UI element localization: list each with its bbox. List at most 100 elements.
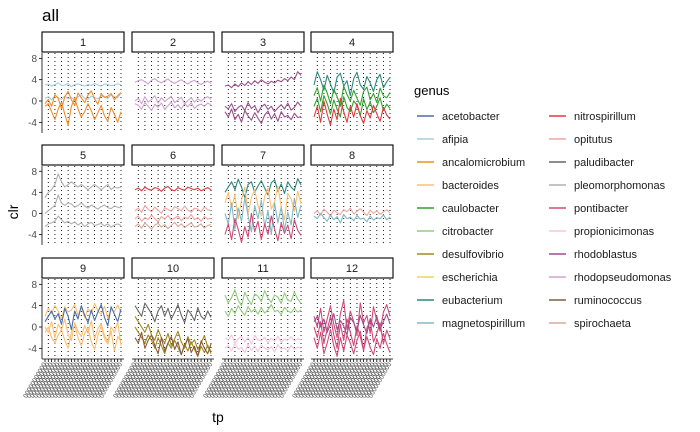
legend-title: genus — [414, 83, 450, 98]
y-tick-label: 0 — [31, 97, 37, 108]
legend-item-citrobacter: citrobacter — [417, 226, 494, 238]
legend-label: spirochaeta — [574, 318, 632, 330]
series-line-rhodoblastus — [224, 71, 302, 89]
legend-label: caulobacter — [442, 203, 499, 215]
chart-title: all — [42, 6, 59, 25]
y-axis-title: clr — [5, 204, 21, 219]
y-tick-label: -4 — [28, 230, 37, 241]
series-line-bacteroides — [44, 318, 122, 346]
series-line-bacteroides — [44, 302, 122, 320]
legend-item-rhodoblastus: rhodoblastus — [549, 249, 637, 261]
y-tick-label: 0 — [31, 209, 37, 220]
facet-strip-label: 11 — [257, 263, 268, 275]
legend-label: afipia — [442, 134, 469, 146]
facet-panel-1: 1 -4 0 4 8 — [28, 31, 125, 133]
series-line-rhodopseudomonas — [134, 95, 212, 105]
y-tick-label: 4 — [31, 75, 37, 86]
series-line-rhodopseudomonas — [134, 101, 212, 112]
legend-item-acetobacter: acetobacter — [417, 111, 500, 123]
x-axis-title: tp — [212, 409, 224, 425]
legend-item-magnetospirillum: magnetospirillum — [417, 318, 525, 330]
legend-item-pontibacter: pontibacter — [549, 203, 629, 215]
series-line-citrobacter — [224, 304, 302, 317]
y-tick-label: 8 — [31, 54, 37, 65]
facet-panel-12: 1200000000000000000000000000000000000000… — [291, 257, 394, 399]
legend-label: eubacterium — [442, 295, 503, 307]
facet-panel-7: 7 — [221, 144, 305, 245]
series-line-spirochaeta — [134, 221, 212, 230]
facet-panel-6: 6 — [131, 144, 215, 245]
facet-strip-label: 7 — [260, 150, 266, 162]
series-line-ancalomicrobium — [44, 90, 122, 110]
series-line-nitrospirillum — [313, 97, 391, 126]
series-line-propionicimonas — [224, 334, 302, 345]
facet-panel-10: 1000000000000000000000000000000000000000… — [112, 257, 215, 399]
series-line-opitutus — [134, 213, 212, 223]
facet-strip-label: 2 — [170, 37, 176, 49]
facet-strip-1 — [41, 31, 125, 53]
legend-label: rhodoblastus — [574, 249, 637, 261]
facet-strip-5 — [41, 144, 125, 166]
legend-item-bacteroides: bacteroides — [417, 180, 499, 192]
series-line-rhodoblastus — [313, 313, 391, 336]
facet-panel-8: 8 — [310, 144, 394, 245]
legend-item-ruminococcus: ruminococcus — [549, 295, 642, 307]
legend-item-afipia: afipia — [417, 134, 469, 146]
series-line-pleomorphomonas — [44, 215, 122, 228]
series-line-citrobacter — [224, 289, 302, 307]
facet-strip-label: 6 — [170, 150, 176, 162]
legend: genus acetobacter afipia ancalomicrobium ba… — [414, 83, 672, 330]
legend-label: desulfovibrio — [442, 249, 504, 261]
legend-label: acetobacter — [442, 111, 500, 123]
series-line-rhodoblastus — [224, 101, 302, 114]
series-line-eubacterium — [224, 178, 302, 199]
y-tick-label: 8 — [31, 167, 37, 178]
facet-panel-5: 5 -4 0 4 8 — [28, 144, 125, 245]
legend-label: ancalomicrobium — [442, 157, 525, 169]
series-line-opitutus — [313, 207, 391, 217]
legend-label: ruminococcus — [574, 295, 642, 307]
facet-strip-label: 3 — [260, 37, 266, 49]
facet-strip-label: 4 — [349, 37, 355, 49]
legend-label: bacteroides — [442, 180, 499, 192]
series-line-afipia — [44, 82, 122, 88]
legend-item-rhodopseudomonas: rhodopseudomonas — [549, 272, 672, 284]
facet-strip-10 — [131, 257, 215, 279]
facet-strip-label: 1 — [80, 37, 86, 49]
legend-item-escherichia: escherichia — [417, 272, 499, 284]
facet-strip-11 — [221, 257, 305, 279]
y-tick-label: 0 — [31, 323, 37, 334]
series-line-acetobacter — [44, 304, 122, 331]
facet-panel-3: 3 — [221, 31, 305, 133]
legend-item-pleomorphomonas: pleomorphomonas — [549, 180, 666, 192]
legend-label: propionicimonas — [574, 226, 655, 238]
legend-item-eubacterium: eubacterium — [417, 295, 503, 307]
legend-item-nitrospirillum: nitrospirillum — [549, 111, 636, 123]
series-line-pontibacter — [313, 329, 391, 357]
series-line-rhodoblastus — [224, 108, 302, 124]
facet-strip-2 — [131, 31, 215, 53]
facet-strip-9 — [41, 257, 125, 279]
series-line-caulobacter — [313, 84, 391, 107]
series-line-eubacterium — [313, 71, 391, 97]
series-line-paludibacter — [134, 302, 212, 324]
facet-strip-12 — [310, 257, 394, 279]
legend-label: escherichia — [442, 272, 499, 284]
legend-label: nitrospirillum — [574, 111, 636, 123]
legend-label: paludibacter — [574, 157, 634, 169]
series-line-caulobacter — [313, 95, 391, 118]
legend-item-spirochaeta: spirochaeta — [549, 318, 632, 330]
legend-item-paludibacter: paludibacter — [549, 157, 634, 169]
series-line-propionicimonas — [224, 342, 302, 354]
facet-strip-7 — [221, 144, 305, 166]
legend-label: opitutus — [574, 134, 613, 146]
legend-item-ancalomicrobium: ancalomicrobium — [417, 157, 525, 169]
series-line-ruminococcus — [134, 331, 212, 357]
facet-strip-label: 12 — [346, 263, 358, 275]
series-line-nitrospirillum — [134, 185, 212, 192]
series-line-pontibacter — [313, 299, 391, 339]
facet-strip-label: 8 — [349, 150, 355, 162]
legend-item-propionicimonas: propionicimonas — [549, 226, 655, 238]
